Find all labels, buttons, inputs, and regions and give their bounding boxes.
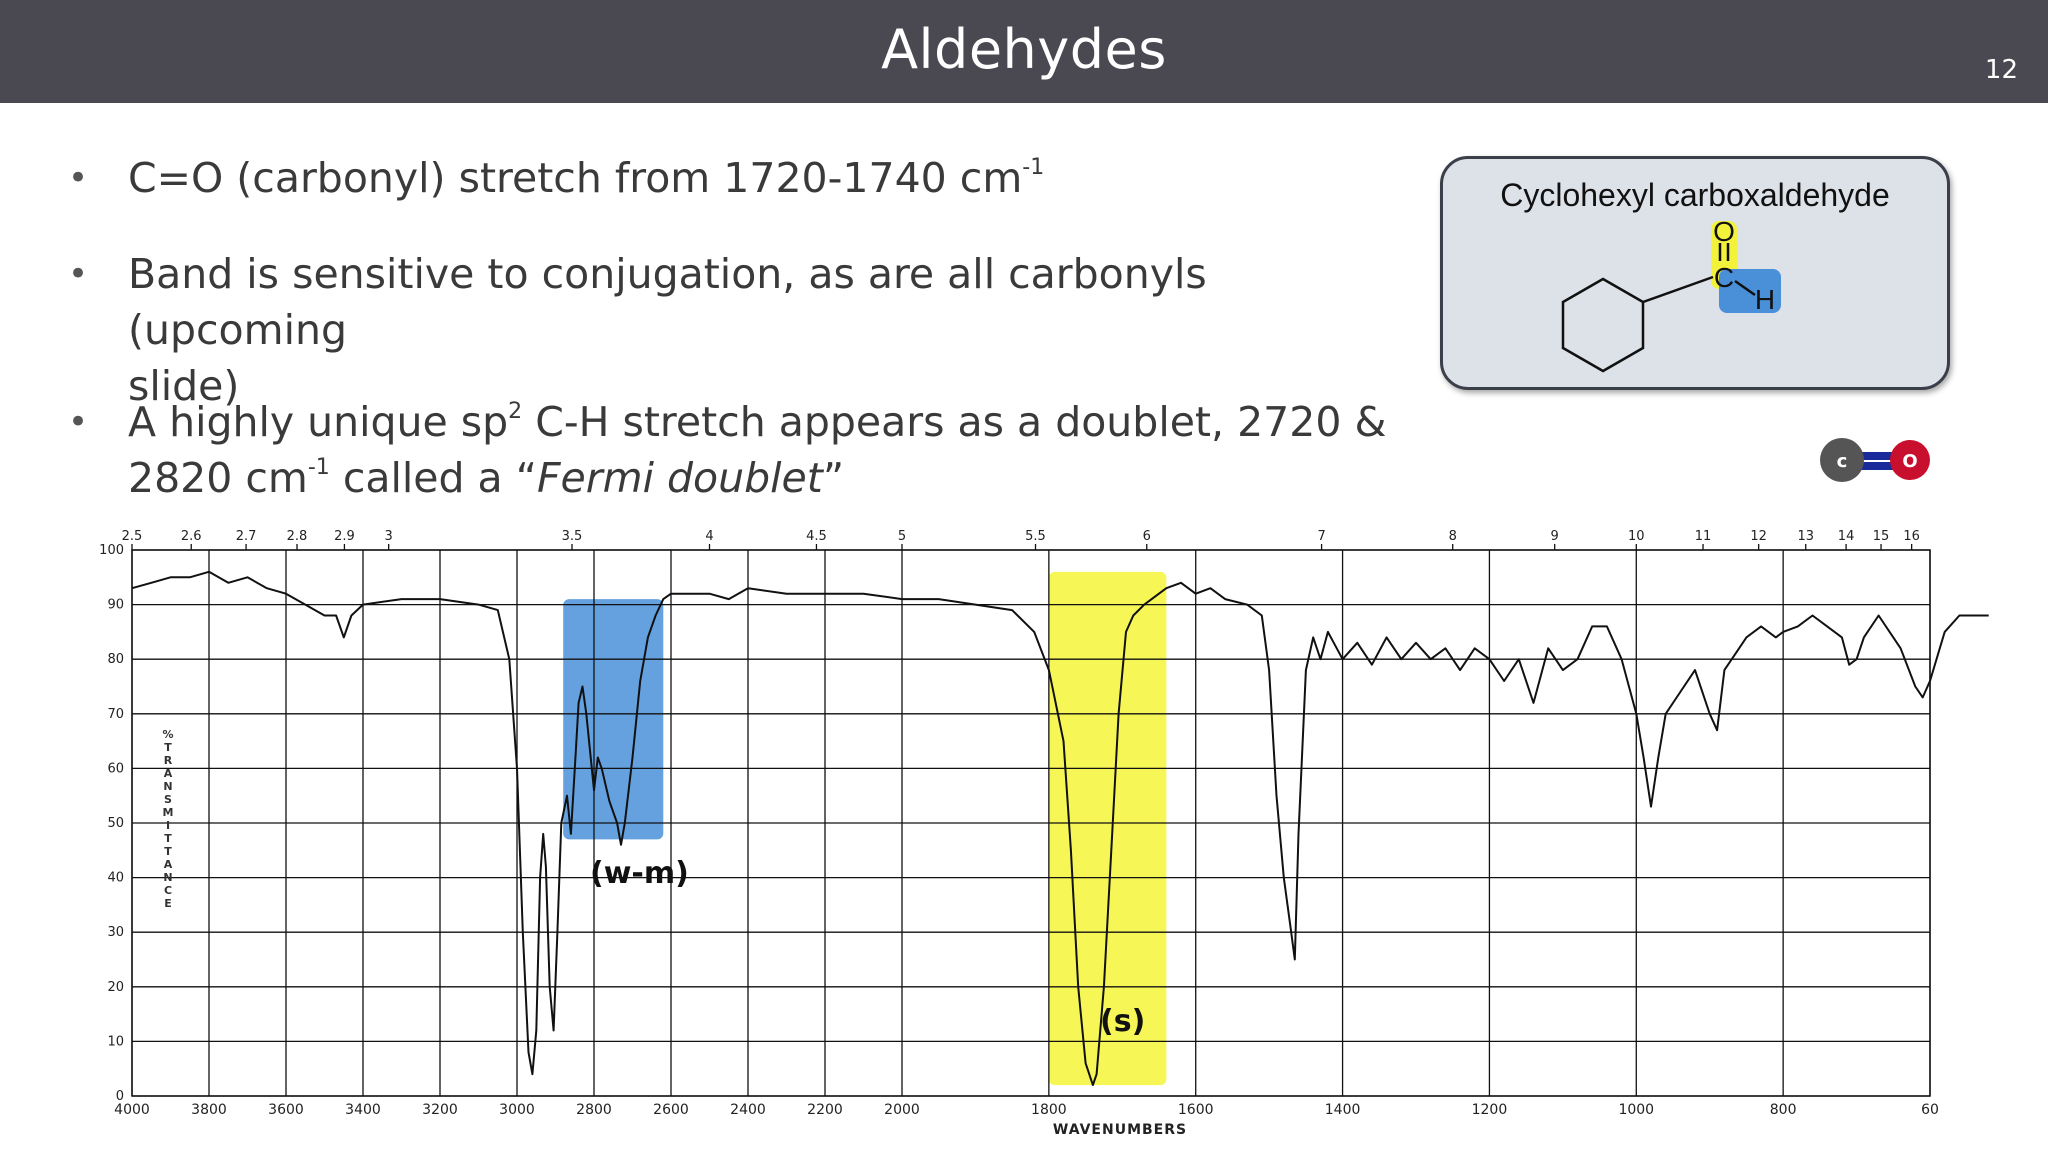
y-tick-label: 100 (99, 543, 124, 558)
y-tick-label: 30 (107, 925, 124, 940)
fermi-band-label: (w-m) (590, 856, 689, 891)
carbon-oxygen-model-icon: c O (1820, 438, 1930, 482)
bullet-dot: • (68, 402, 89, 442)
micron-tick-label: 15 (1873, 529, 1890, 544)
x-tick-label: 4000 (114, 1102, 150, 1118)
micron-tick-label: 9 (1551, 529, 1559, 544)
micron-tick-label: 11 (1695, 529, 1712, 544)
x-tick-label: 2200 (807, 1102, 843, 1118)
x-tick-label: 3800 (191, 1102, 227, 1118)
x-tick-label: 2600 (653, 1102, 689, 1118)
micron-tick-label: 2.7 (236, 529, 257, 544)
x-axis-title: WAVENUMBERS (1053, 1122, 1187, 1138)
carbon-hydrogen-bond (1734, 279, 1756, 297)
x-tick-label: 1600 (1178, 1102, 1214, 1118)
structure-name: Cyclohexyl carboxaldehyde (1500, 177, 1890, 213)
micron-tick-label: 4.5 (806, 529, 827, 544)
oxygen-label: O (1902, 451, 1917, 472)
carbon-atom: C (1714, 262, 1734, 293)
micron-tick-label: 2.9 (334, 529, 355, 544)
spectrum-trace (131, 570, 1989, 1087)
micron-tick-label: 4 (705, 529, 713, 544)
x-tick-label: 1200 (1472, 1102, 1508, 1118)
y-tick-label: 0 (116, 1089, 124, 1104)
micron-tick-label: 14 (1838, 529, 1855, 544)
y-tick-label: 10 (107, 1034, 124, 1049)
slide-title: Aldehydes (881, 18, 1167, 81)
x-tick-label: 3000 (499, 1102, 535, 1118)
micron-tick-label: 13 (1797, 529, 1814, 544)
title-bar (0, 0, 2048, 103)
micron-tick-label: 2.5 (122, 529, 143, 544)
bond-bar (1846, 462, 1906, 470)
x-tick-label: 1800 (1031, 1102, 1067, 1118)
micron-tick-label: 8 (1449, 529, 1457, 544)
bullet-text: Band is sensitive to conjugation, as are… (128, 250, 1207, 410)
oxygen-atom: O (1713, 216, 1735, 247)
x-tick-label: 3400 (345, 1102, 381, 1118)
plot-frame (131, 549, 1931, 1097)
micron-tick-label: 12 (1750, 529, 1767, 544)
micron-tick-label: 10 (1628, 529, 1645, 544)
hydrogen-atom: H (1755, 284, 1775, 315)
x-tick-label: 1400 (1325, 1102, 1361, 1118)
oxygen-sphere (1890, 440, 1930, 480)
y-tick-label: 70 (107, 707, 124, 722)
x-tick-label: 3600 (268, 1102, 304, 1118)
bullet-dot: • (68, 158, 89, 198)
y-tick-label: 90 (107, 598, 124, 613)
bullet-text: C=O (carbonyl) stretch from 1720-1740 cm… (128, 154, 1045, 202)
x-tick-label: 800 (1770, 1102, 1797, 1118)
x-tick-label: 2800 (576, 1102, 612, 1118)
bond-bar (1846, 452, 1906, 460)
molecule-diagram: O C H (1561, 216, 1781, 373)
micron-tick-label: 5.5 (1025, 529, 1046, 544)
slide-number: 12 (1984, 55, 2018, 85)
micron-tick-label: 3 (385, 529, 393, 544)
micron-tick-label: 2.6 (181, 529, 202, 544)
y-tick-label: 80 (107, 652, 124, 667)
x-tick-label: 2400 (730, 1102, 766, 1118)
band-highlight (1048, 571, 1167, 1086)
micron-tick-label: 16 (1903, 529, 1920, 544)
y-axis-title: % T R A N S M I T T A N C E (162, 728, 173, 910)
micron-tick-label: 6 (1143, 529, 1151, 544)
structure-callout: Cyclohexyl carboxaldehyde O C H (1440, 156, 1950, 390)
carbon-sphere (1820, 438, 1864, 482)
cyclohexane-ring (1561, 277, 1645, 373)
y-tick-label: 40 (107, 871, 124, 886)
carbon-label: c (1837, 451, 1848, 472)
bullet-text: A highly unique sp2 C-H stretch appears … (128, 398, 1387, 502)
y-tick-label: 50 (107, 816, 124, 831)
y-tick-label: 60 (107, 761, 124, 776)
bullet-dot: • (68, 254, 89, 294)
micron-tick-label: 5 (898, 529, 906, 544)
micron-tick-label: 3.5 (562, 529, 583, 544)
carbonyl-band-label: (s) (1100, 1004, 1146, 1039)
x-tick-label: 2000 (884, 1102, 920, 1118)
micron-tick-label: 7 (1317, 529, 1325, 544)
micron-tick-label: 2.8 (287, 529, 308, 544)
x-tick-label: 60 (1921, 1102, 1939, 1118)
y-tick-label: 20 (107, 980, 124, 995)
x-tick-label: 1000 (1618, 1102, 1654, 1118)
ring-carbon-bond (1642, 275, 1714, 304)
x-tick-label: 3200 (422, 1102, 458, 1118)
